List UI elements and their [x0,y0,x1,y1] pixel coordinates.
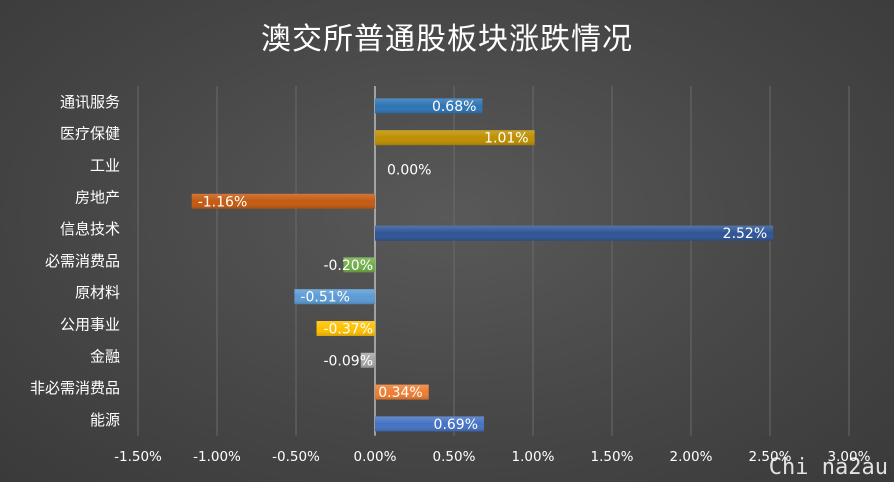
bar-shading [343,257,375,273]
category-label: 能源 [90,411,120,429]
data-label: -1.16% [198,194,248,210]
chart-title: 澳交所普通股板块涨跌情况 [261,22,633,57]
bar-shading [360,352,375,368]
x-tick-label: 0.50% [433,449,476,465]
x-tick-label: 2.50% [749,449,792,465]
x-tick-label: -1.50% [114,449,162,465]
data-label: -0.51% [300,290,350,306]
category-label: 非必需消费品 [30,379,120,397]
x-tick-label: 0.00% [354,449,397,465]
x-tick-label: 1.50% [591,449,634,465]
category-label: 必需消费品 [45,252,120,270]
x-tick-label: -1.00% [193,449,241,465]
x-tick-label: 2.00% [670,449,713,465]
data-label: 0.00% [387,163,431,179]
data-label: -0.20% [323,258,373,274]
bar-shading [375,384,429,400]
bar-shading [375,98,483,114]
bar-shading [375,130,535,146]
data-label: -0.37% [323,322,373,338]
data-label: -0.09% [323,353,373,369]
bar-shading [375,225,774,241]
category-label: 原材料 [75,284,120,302]
watermark: Chi na2au [768,455,888,480]
data-label: 1.01% [484,131,528,147]
x-tick-label: 1.00% [512,449,555,465]
category-label: 通讯服务 [60,93,120,111]
category-label: 医疗保健 [60,125,120,143]
bar-shading [375,416,485,432]
bar-shading [294,289,375,305]
data-label: 2.52% [723,226,767,242]
data-label: 0.69% [434,417,478,433]
data-label: 0.34% [378,385,422,401]
category-label: 信息技术 [60,220,120,238]
bar-shading [191,193,375,209]
x-tick-label: 3.00% [828,449,871,465]
category-label: 房地产 [75,188,120,206]
category-label: 公用事业 [60,316,120,334]
data-label: 0.68% [432,99,476,115]
category-label: 工业 [90,157,120,175]
x-tick-label: -0.50% [272,449,320,465]
category-label: 金融 [90,347,120,365]
bar-shading [316,321,375,336]
